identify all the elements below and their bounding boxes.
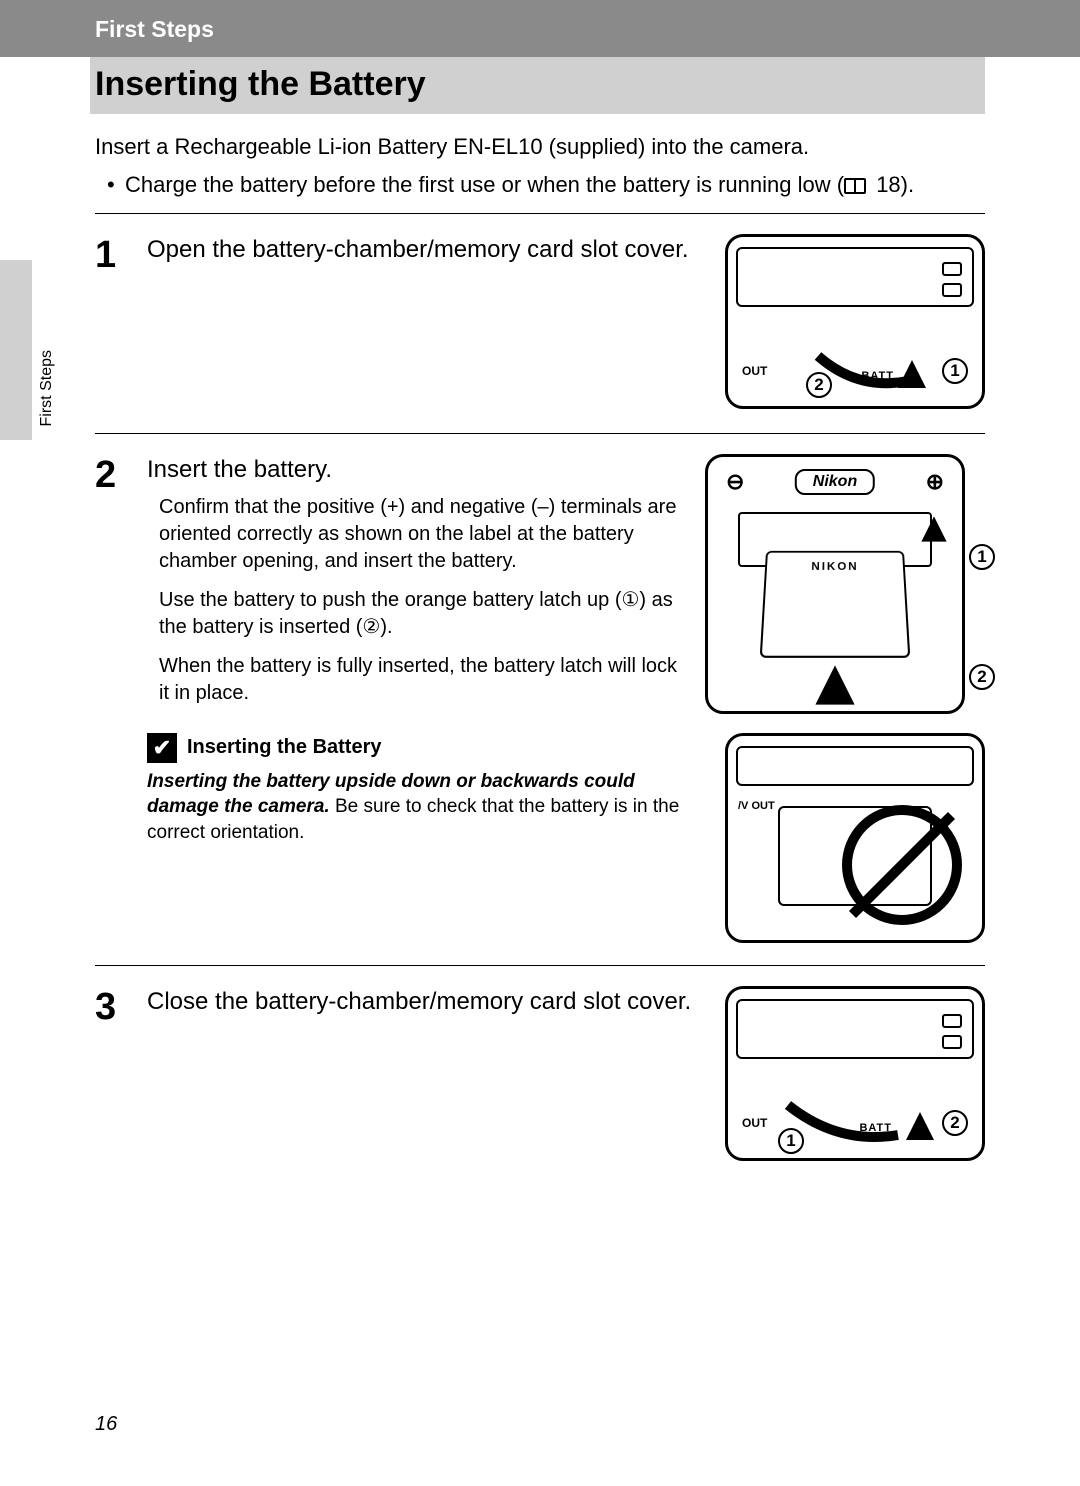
figure-insert-battery: Nikon ⊖ ⊕ NIKON <box>705 454 965 714</box>
step-title: Open the battery-chamber/memory card slo… <box>147 234 707 273</box>
step-number: 1 <box>95 234 129 409</box>
step-desc: Use the battery to push the orange batte… <box>147 587 687 653</box>
arrow-up-icon <box>815 666 854 705</box>
plus-icon: ⊕ <box>926 469 944 495</box>
step-title: Insert the battery. <box>147 454 687 493</box>
arrow-up-icon <box>906 1112 934 1140</box>
page-title: Inserting the Battery <box>90 57 985 114</box>
divider <box>95 433 985 434</box>
out-label: OUT <box>742 364 767 378</box>
bullet-item: • Charge the battery before the first us… <box>95 166 985 200</box>
step-number: 3 <box>95 986 129 1161</box>
out-label: /V OUT <box>738 800 775 812</box>
out-label: OUT <box>742 1116 767 1130</box>
intro-text: Insert a Rechargeable Li-ion Battery EN-… <box>95 114 985 166</box>
step-title: Close the battery-chamber/memory card sl… <box>147 986 707 1025</box>
divider <box>95 965 985 966</box>
step-1: 1 Open the battery-chamber/memory card s… <box>95 228 985 419</box>
battery-icon: NIKON <box>760 551 911 658</box>
figure-wrong-orientation: /V OUT <box>725 733 985 943</box>
step-2: 2 Insert the battery. Confirm that the p… <box>95 448 985 728</box>
side-gray-tab-bg <box>0 260 32 440</box>
bullet-text-main: Charge the battery before the first use … <box>125 172 844 197</box>
bullet-dot: • <box>107 170 125 200</box>
caution-check-icon: ✔ <box>147 733 177 763</box>
bullet-text: Charge the battery before the first use … <box>125 170 914 200</box>
marker-1: 1 <box>942 358 968 384</box>
brand-label: Nikon <box>795 469 875 495</box>
prohibit-icon <box>842 805 962 925</box>
step-desc: When the battery is fully inserted, the … <box>147 653 687 719</box>
minus-icon: ⊖ <box>726 469 744 495</box>
divider <box>95 213 985 214</box>
caution-title: Inserting the Battery <box>187 736 381 759</box>
page-number: 16 <box>95 1413 117 1436</box>
step-number: 2 <box>95 454 129 718</box>
marker-2: 2 <box>969 664 995 690</box>
camera-button-icon <box>942 1014 962 1028</box>
arrow-up-icon <box>921 517 946 542</box>
camera-button-icon <box>942 1035 962 1049</box>
caution-block: ✔ Inserting the Battery Inserting the ba… <box>95 729 985 943</box>
marker-2: 2 <box>942 1110 968 1136</box>
arrow-down-icon <box>898 360 926 388</box>
camera-button-icon <box>942 262 962 276</box>
figure-close-cover: OUT BATT 1 2 <box>725 986 985 1161</box>
step-desc: Confirm that the positive (+) and negati… <box>147 494 687 587</box>
step-3: 3 Close the battery-chamber/memory card … <box>95 980 985 1171</box>
camera-outline <box>736 746 974 786</box>
figure-open-cover: OUT BATT 1 2 <box>725 234 985 409</box>
camera-button-icon <box>942 283 962 297</box>
camera-outline <box>736 247 974 307</box>
marker-1: 1 <box>969 544 995 570</box>
bullet-close: ). <box>901 172 914 197</box>
side-tab-label: First Steps <box>38 350 56 426</box>
manual-ref-icon <box>844 178 866 194</box>
camera-outline <box>736 999 974 1059</box>
caution-body: Inserting the battery upside down or bac… <box>147 769 711 846</box>
section-header: First Steps <box>0 0 1080 57</box>
bullet-ref-num: 18 <box>876 172 900 197</box>
marker-1: 1 <box>778 1128 804 1154</box>
